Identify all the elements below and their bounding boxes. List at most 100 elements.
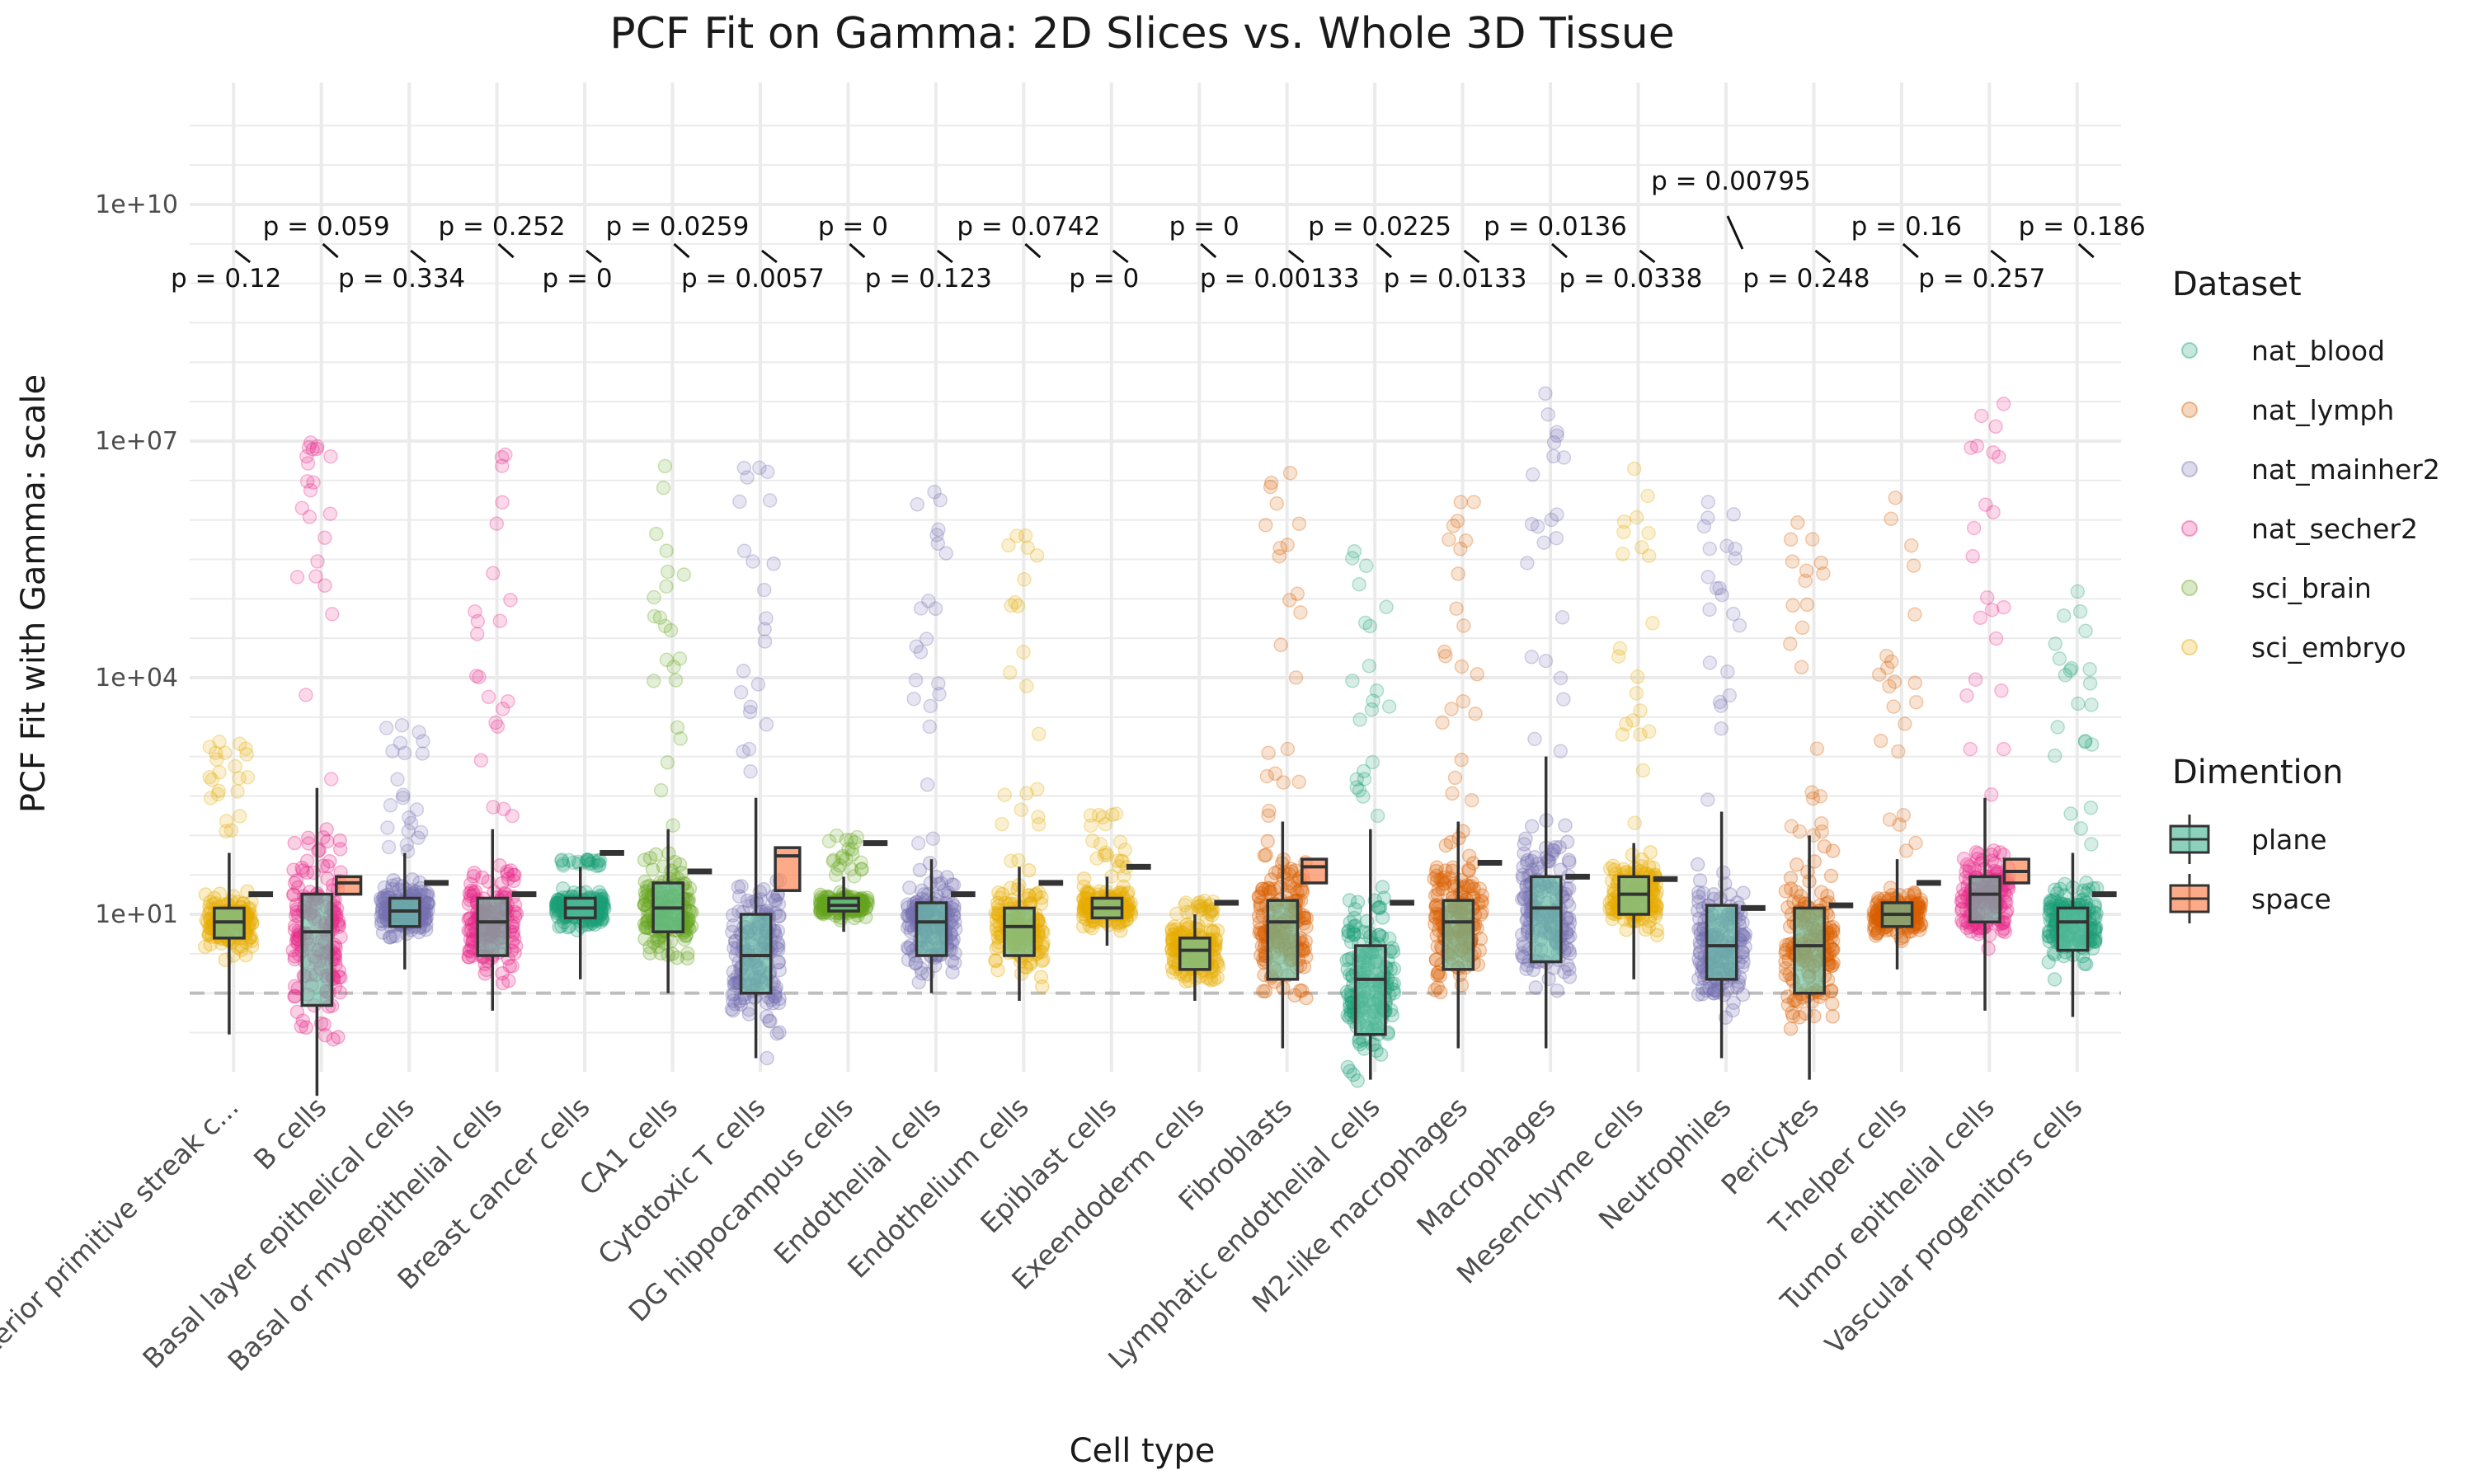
data-point <box>1435 715 1450 730</box>
data-point <box>1691 951 1706 967</box>
data-point <box>2056 608 2072 623</box>
box-plane <box>1529 875 1563 964</box>
data-point <box>1428 899 1443 915</box>
data-point <box>385 928 400 944</box>
data-point <box>1780 989 1795 1004</box>
data-point <box>507 898 523 913</box>
x-tick-label: Endothelial cells <box>768 1091 948 1270</box>
data-point <box>1466 495 1481 510</box>
p-value-segment <box>1902 242 1919 259</box>
data-point <box>580 852 595 867</box>
box-plane <box>300 892 334 1007</box>
data-point <box>240 770 256 785</box>
data-point <box>1464 792 1479 808</box>
data-point <box>1295 983 1310 998</box>
data-point <box>380 820 395 835</box>
legend-label-dataset: nat_blood <box>2251 335 2385 367</box>
data-point <box>295 1013 311 1028</box>
data-point <box>672 651 688 666</box>
data-point <box>1719 538 1734 553</box>
data-point <box>651 939 666 954</box>
data-point <box>759 611 774 626</box>
data-point <box>472 669 487 684</box>
data-point <box>647 589 661 605</box>
data-point <box>473 753 489 768</box>
data-point <box>495 458 510 473</box>
data-point <box>1882 679 1897 694</box>
data-point <box>736 664 751 679</box>
data-point <box>470 613 486 629</box>
data-point <box>1714 721 1729 736</box>
data-point <box>1453 495 1469 510</box>
data-point <box>584 856 599 871</box>
data-point <box>1192 899 1207 914</box>
data-point <box>1447 770 1463 786</box>
data-point <box>396 787 411 803</box>
data-point <box>750 677 766 692</box>
data-point <box>769 1026 784 1041</box>
data-point <box>1446 519 1461 533</box>
data-point <box>1552 839 1568 855</box>
data-point <box>637 852 652 867</box>
legend-label-dataset: nat_mainher2 <box>2251 453 2440 486</box>
data-point <box>413 824 429 840</box>
data-point <box>947 899 962 913</box>
data-point <box>468 603 482 619</box>
data-point <box>649 526 664 542</box>
data-point <box>306 475 321 490</box>
legend-label-dimension: plane <box>2251 824 2327 856</box>
data-point <box>461 912 476 927</box>
data-point <box>462 942 477 958</box>
data-point <box>651 932 666 948</box>
data-point <box>1428 863 1444 879</box>
data-point <box>223 823 239 838</box>
data-point <box>1702 602 1717 618</box>
data-point <box>1520 556 1535 571</box>
data-point <box>1263 479 1278 495</box>
data-point <box>764 992 779 1007</box>
p-value-label: p = 0.334 <box>338 264 465 294</box>
box-plane <box>739 913 773 995</box>
data-point <box>1008 594 1023 610</box>
data-point <box>1907 675 1922 691</box>
p-value-segment <box>1990 249 2007 264</box>
p-value-label: p = 0.0136 <box>1484 212 1627 242</box>
data-point <box>1356 789 1371 804</box>
data-point <box>549 895 564 911</box>
data-point <box>490 719 506 734</box>
data-point <box>2082 662 2097 677</box>
data-point <box>286 887 301 902</box>
data-point <box>409 802 425 817</box>
data-point <box>591 858 606 873</box>
data-point <box>642 946 657 960</box>
data-point <box>492 613 508 628</box>
data-point <box>299 448 314 464</box>
data-point <box>1891 744 1906 759</box>
data-point <box>562 852 576 868</box>
data-point <box>839 852 854 866</box>
data-point <box>233 809 247 824</box>
data-point <box>1871 667 1887 682</box>
x-tick-label: Anterior primitive streak c... <box>0 1091 245 1384</box>
data-point <box>1726 507 1742 522</box>
data-point <box>645 862 661 877</box>
data-point <box>501 693 515 709</box>
data-point <box>1433 984 1448 1000</box>
data-point <box>403 815 419 831</box>
p-value-segment <box>586 249 602 264</box>
data-point <box>828 867 844 882</box>
data-point <box>506 867 521 882</box>
data-point <box>245 915 260 931</box>
data-point <box>319 822 334 837</box>
data-point <box>508 938 524 954</box>
data-point <box>649 932 665 947</box>
data-point <box>238 947 253 963</box>
data-point <box>503 592 518 608</box>
data-point <box>659 579 674 594</box>
data-point <box>596 896 611 911</box>
data-point <box>1979 590 1995 605</box>
data-point <box>555 881 571 896</box>
p-value-segment <box>1639 249 1656 264</box>
data-point <box>401 824 416 838</box>
data-point <box>591 885 607 899</box>
